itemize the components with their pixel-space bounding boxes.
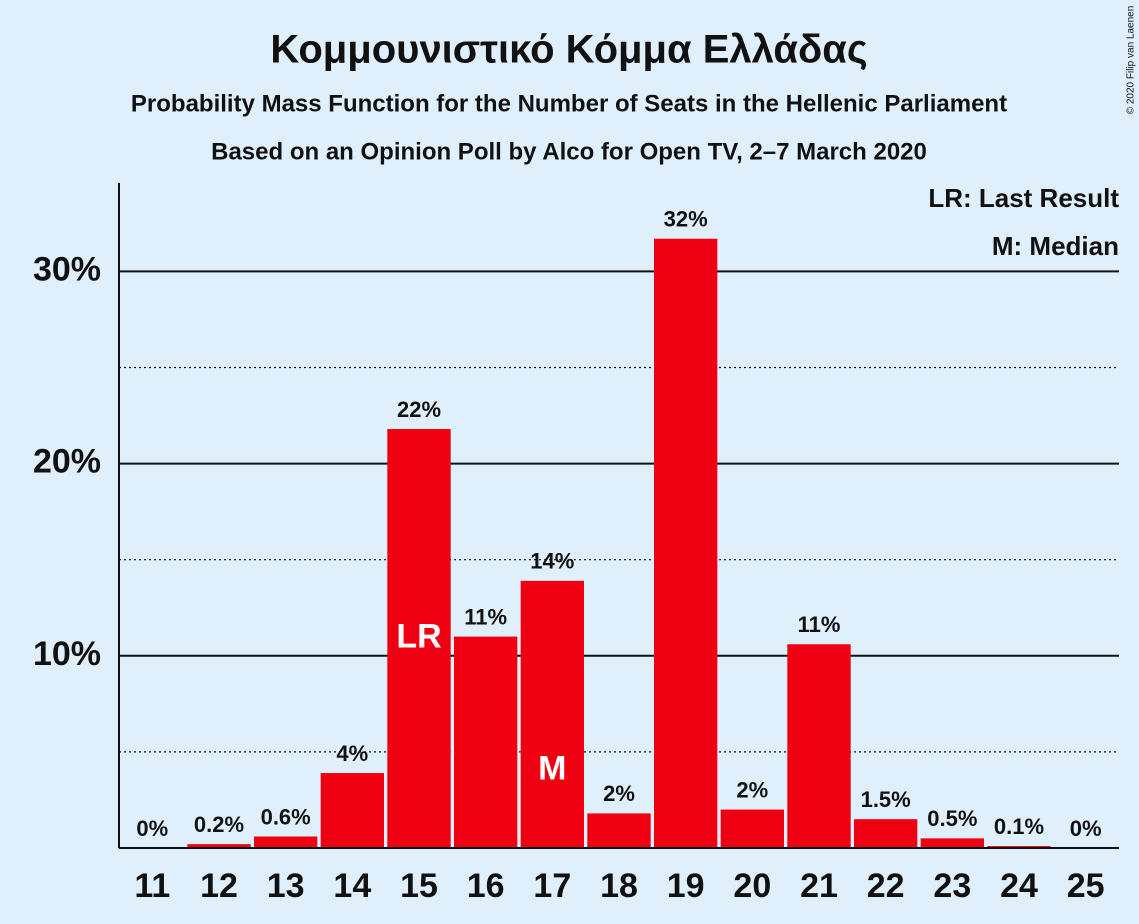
y-tick-label: 30% <box>33 250 101 288</box>
bar <box>720 809 784 848</box>
bar <box>254 836 318 848</box>
x-tick-label: 14 <box>333 867 371 905</box>
value-label: 0.2% <box>194 812 244 837</box>
legend-entry: LR: Last Result <box>928 183 1119 213</box>
bar-annotation: M <box>538 749 566 787</box>
bar <box>787 644 851 848</box>
x-tick-label: 13 <box>267 867 305 905</box>
chart-title: Κομμουνιστικό Κόμμα Ελλάδας <box>270 28 867 72</box>
y-tick-label: 20% <box>33 443 101 481</box>
bar <box>454 636 518 848</box>
y-tick-label: 10% <box>33 635 101 673</box>
x-tick-label: 15 <box>400 867 438 905</box>
chart-subtitle: Based on an Opinion Poll by Alco for Ope… <box>211 138 927 165</box>
value-label: 0.5% <box>927 806 977 831</box>
value-label: 1.5% <box>861 787 911 812</box>
x-tick-label: 23 <box>933 867 971 905</box>
value-label: 2% <box>603 781 635 806</box>
value-label: 2% <box>736 777 768 802</box>
x-tick-label: 22 <box>867 867 905 905</box>
chart-subtitle: Probability Mass Function for the Number… <box>131 90 1007 117</box>
x-tick-label: 16 <box>467 867 505 905</box>
value-label: 14% <box>530 549 574 574</box>
value-label: 11% <box>798 612 841 637</box>
value-label: 32% <box>664 207 708 232</box>
x-tick-label: 11 <box>134 867 170 905</box>
bar <box>387 429 451 848</box>
x-tick-label: 24 <box>1000 867 1038 905</box>
x-tick-label: 18 <box>600 867 638 905</box>
bar <box>320 773 384 848</box>
value-label: 4% <box>336 741 368 766</box>
value-label: 22% <box>397 397 441 422</box>
value-label: 0% <box>1070 816 1102 841</box>
x-tick-label: 19 <box>667 867 705 905</box>
bar-annotation: LR <box>396 617 441 655</box>
value-label: 0.6% <box>261 804 311 829</box>
bar <box>587 813 651 848</box>
x-tick-label: 21 <box>800 867 838 905</box>
x-tick-label: 12 <box>200 867 238 905</box>
bar <box>920 838 984 848</box>
x-tick-label: 25 <box>1067 867 1105 905</box>
x-tick-label: 17 <box>533 867 571 905</box>
bar <box>854 819 918 848</box>
value-label: 0.1% <box>994 814 1044 839</box>
copyright: © 2020 Filip van Laenen <box>1126 6 1137 115</box>
x-tick-label: 20 <box>733 867 771 905</box>
value-label: 0% <box>136 816 168 841</box>
bar <box>520 580 584 848</box>
bar <box>654 238 718 848</box>
bar <box>187 844 251 848</box>
value-label: 11% <box>464 604 507 629</box>
legend-entry: M: Median <box>992 231 1119 261</box>
